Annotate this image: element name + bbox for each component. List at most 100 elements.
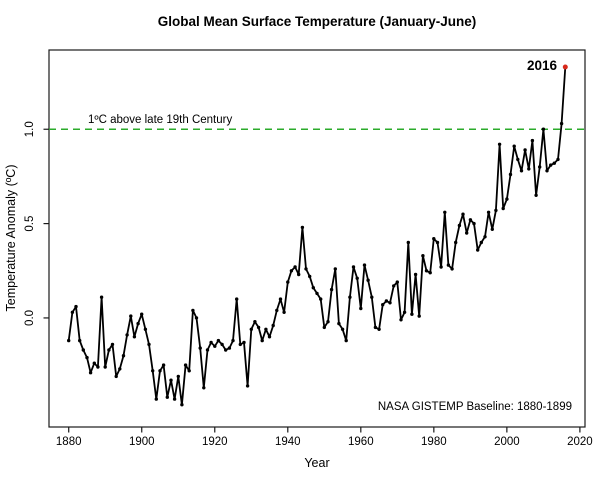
x-tick-label: 1980 <box>421 436 447 448</box>
data-point-marker <box>326 320 330 324</box>
data-point-marker <box>472 221 476 226</box>
data-point-marker <box>476 248 480 252</box>
data-point-marker <box>216 338 221 343</box>
data-point-marker <box>92 361 97 365</box>
data-point-marker <box>220 342 224 347</box>
data-point-marker <box>373 325 378 330</box>
data-point-marker <box>454 240 458 245</box>
data-point-marker <box>333 267 337 271</box>
x-tick-label: 1920 <box>202 436 228 448</box>
data-point-marker <box>275 308 279 313</box>
data-point-marker <box>486 210 491 214</box>
data-point-marker <box>245 384 250 388</box>
x-tick-label: 2020 <box>567 436 593 448</box>
data-point-marker <box>132 335 137 339</box>
data-point-marker <box>388 301 392 305</box>
data-point-marker <box>541 127 546 131</box>
data-point-marker <box>435 240 440 245</box>
data-point-marker <box>81 348 86 352</box>
data-point-marker <box>183 363 188 367</box>
data-point-marker <box>78 338 82 343</box>
data-point-marker <box>421 254 425 258</box>
data-point-marker <box>129 314 133 318</box>
data-point-marker <box>446 263 451 267</box>
data-point-marker <box>377 327 381 331</box>
data-point-marker <box>527 167 531 171</box>
x-tick-label: 1960 <box>348 436 374 448</box>
data-point-marker <box>362 263 367 267</box>
data-point-marker <box>235 297 239 301</box>
data-point-marker <box>231 338 235 343</box>
data-point-marker <box>348 295 352 299</box>
data-point-marker <box>450 267 454 271</box>
data-point-marker <box>344 338 348 343</box>
data-point-marker <box>311 286 315 290</box>
data-point-marker <box>545 169 549 173</box>
data-point-marker <box>559 121 564 126</box>
data-point-marker <box>282 310 286 314</box>
data-point-marker <box>384 299 389 303</box>
data-point-marker <box>161 363 166 367</box>
data-point-marker <box>308 274 312 279</box>
data-point-marker <box>538 165 542 169</box>
data-point-marker <box>253 320 257 324</box>
data-point-marker <box>187 369 191 373</box>
data-point-marker <box>107 348 111 352</box>
data-point-marker <box>370 295 374 299</box>
data-point-marker <box>468 218 473 222</box>
baseline-note: NASA GISTEMP Baseline: 1880-1899 <box>378 401 572 413</box>
data-point-marker <box>366 278 370 282</box>
data-point-marker <box>227 346 232 350</box>
data-point-marker <box>271 323 275 328</box>
data-point-marker <box>461 212 465 216</box>
data-point-marker <box>224 348 228 352</box>
data-point-marker <box>443 210 447 214</box>
data-point-marker <box>118 367 122 371</box>
data-point-marker <box>497 142 502 146</box>
y-tick-label: 1.0 <box>24 121 36 137</box>
data-point-marker <box>191 308 195 313</box>
data-point-marker <box>238 342 242 347</box>
plot-frame <box>48 49 586 428</box>
data-point-marker <box>103 365 107 369</box>
data-point-marker <box>479 240 483 245</box>
data-point-marker <box>402 310 407 314</box>
data-point-marker <box>483 235 487 239</box>
data-point-marker <box>88 371 93 375</box>
data-point-marker <box>501 206 505 211</box>
data-point-marker <box>242 340 246 345</box>
data-point-marker <box>209 340 213 345</box>
data-point-marker <box>205 348 210 352</box>
data-point-marker <box>110 342 115 347</box>
data-point-marker <box>337 321 341 326</box>
data-point-marker <box>154 397 158 401</box>
data-point-marker <box>121 354 126 358</box>
data-point-marker <box>176 374 180 379</box>
data-point-marker <box>406 240 410 245</box>
data-point-marker <box>410 312 414 316</box>
data-point-marker <box>552 161 556 165</box>
x-tick-label: 2000 <box>494 436 520 448</box>
data-point-marker <box>381 303 385 307</box>
data-point-marker <box>523 148 527 152</box>
data-point-marker <box>169 378 173 382</box>
x-axis-title: Year <box>304 456 329 470</box>
data-point-marker <box>399 318 403 322</box>
data-point-marker <box>465 231 469 235</box>
data-point-marker <box>432 237 436 241</box>
data-point-marker <box>136 321 140 326</box>
data-point-marker <box>85 355 89 360</box>
data-point-marker <box>304 267 308 271</box>
data-point-marker <box>198 346 202 350</box>
data-point-marker <box>413 272 418 277</box>
data-point-marker <box>140 312 144 316</box>
threshold-line-label: 1ºC above late 19th Century <box>88 114 232 126</box>
x-tick-label: 1880 <box>56 436 82 448</box>
data-point-marker <box>74 304 78 309</box>
data-point-marker <box>249 327 253 331</box>
x-tick-label: 1940 <box>275 436 301 448</box>
data-point-marker <box>355 276 359 280</box>
data-point-marker <box>490 227 494 231</box>
y-axis-title: Temperature Anomaly (ºC) <box>4 165 18 312</box>
